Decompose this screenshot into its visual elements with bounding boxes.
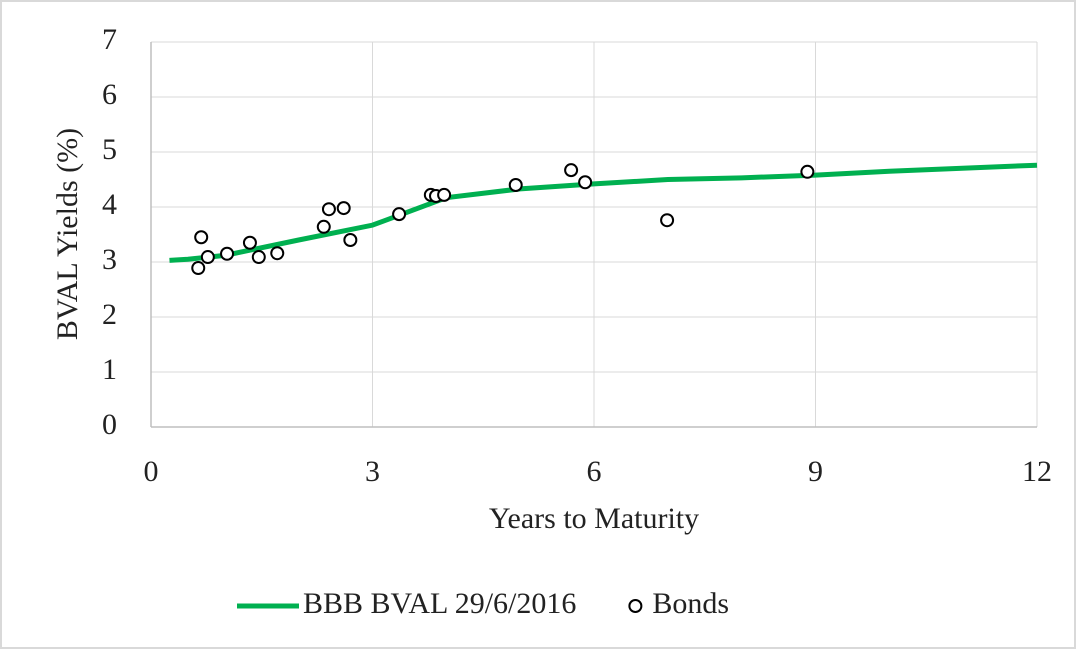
y-tick-label: 4: [102, 188, 117, 221]
x-tick-label: 12: [1022, 455, 1052, 488]
marker: [343, 233, 358, 247]
x-tick-label: 6: [587, 455, 602, 488]
y-tick-label: 1: [102, 353, 117, 386]
y-tick-label: 0: [102, 408, 117, 441]
marker: [508, 178, 523, 192]
marker: [564, 163, 579, 178]
marker: [220, 246, 235, 261]
marker: [316, 219, 331, 234]
marker: [392, 207, 407, 222]
y-tick-label: 5: [102, 133, 117, 166]
y-tick-label: 6: [102, 78, 117, 111]
legend-label: Bonds: [652, 587, 729, 620]
marker: [251, 250, 266, 265]
marker: [800, 164, 815, 179]
y-tick-label: 3: [102, 243, 117, 276]
y-axis-label: BVAL Yields (%): [51, 128, 84, 340]
marker: [336, 201, 351, 216]
marker: [242, 235, 257, 250]
marker: [191, 261, 206, 276]
y-tick-label: 2: [102, 298, 117, 331]
marker: [200, 250, 215, 265]
legend-swatch: [628, 599, 643, 613]
marker: [578, 175, 593, 190]
legend-label: BBB BVAL 29/6/2016: [303, 587, 576, 620]
x-tick-label: 0: [144, 455, 159, 488]
y-tick-label: 7: [102, 23, 117, 56]
marker: [437, 187, 452, 202]
marker: [321, 202, 336, 217]
marker: [270, 246, 285, 261]
marker: [194, 230, 209, 245]
marker: [660, 213, 675, 228]
x-tick-label: 9: [808, 455, 823, 488]
x-axis-label: Years to Maturity: [489, 502, 699, 535]
x-tick-label: 3: [365, 455, 380, 488]
